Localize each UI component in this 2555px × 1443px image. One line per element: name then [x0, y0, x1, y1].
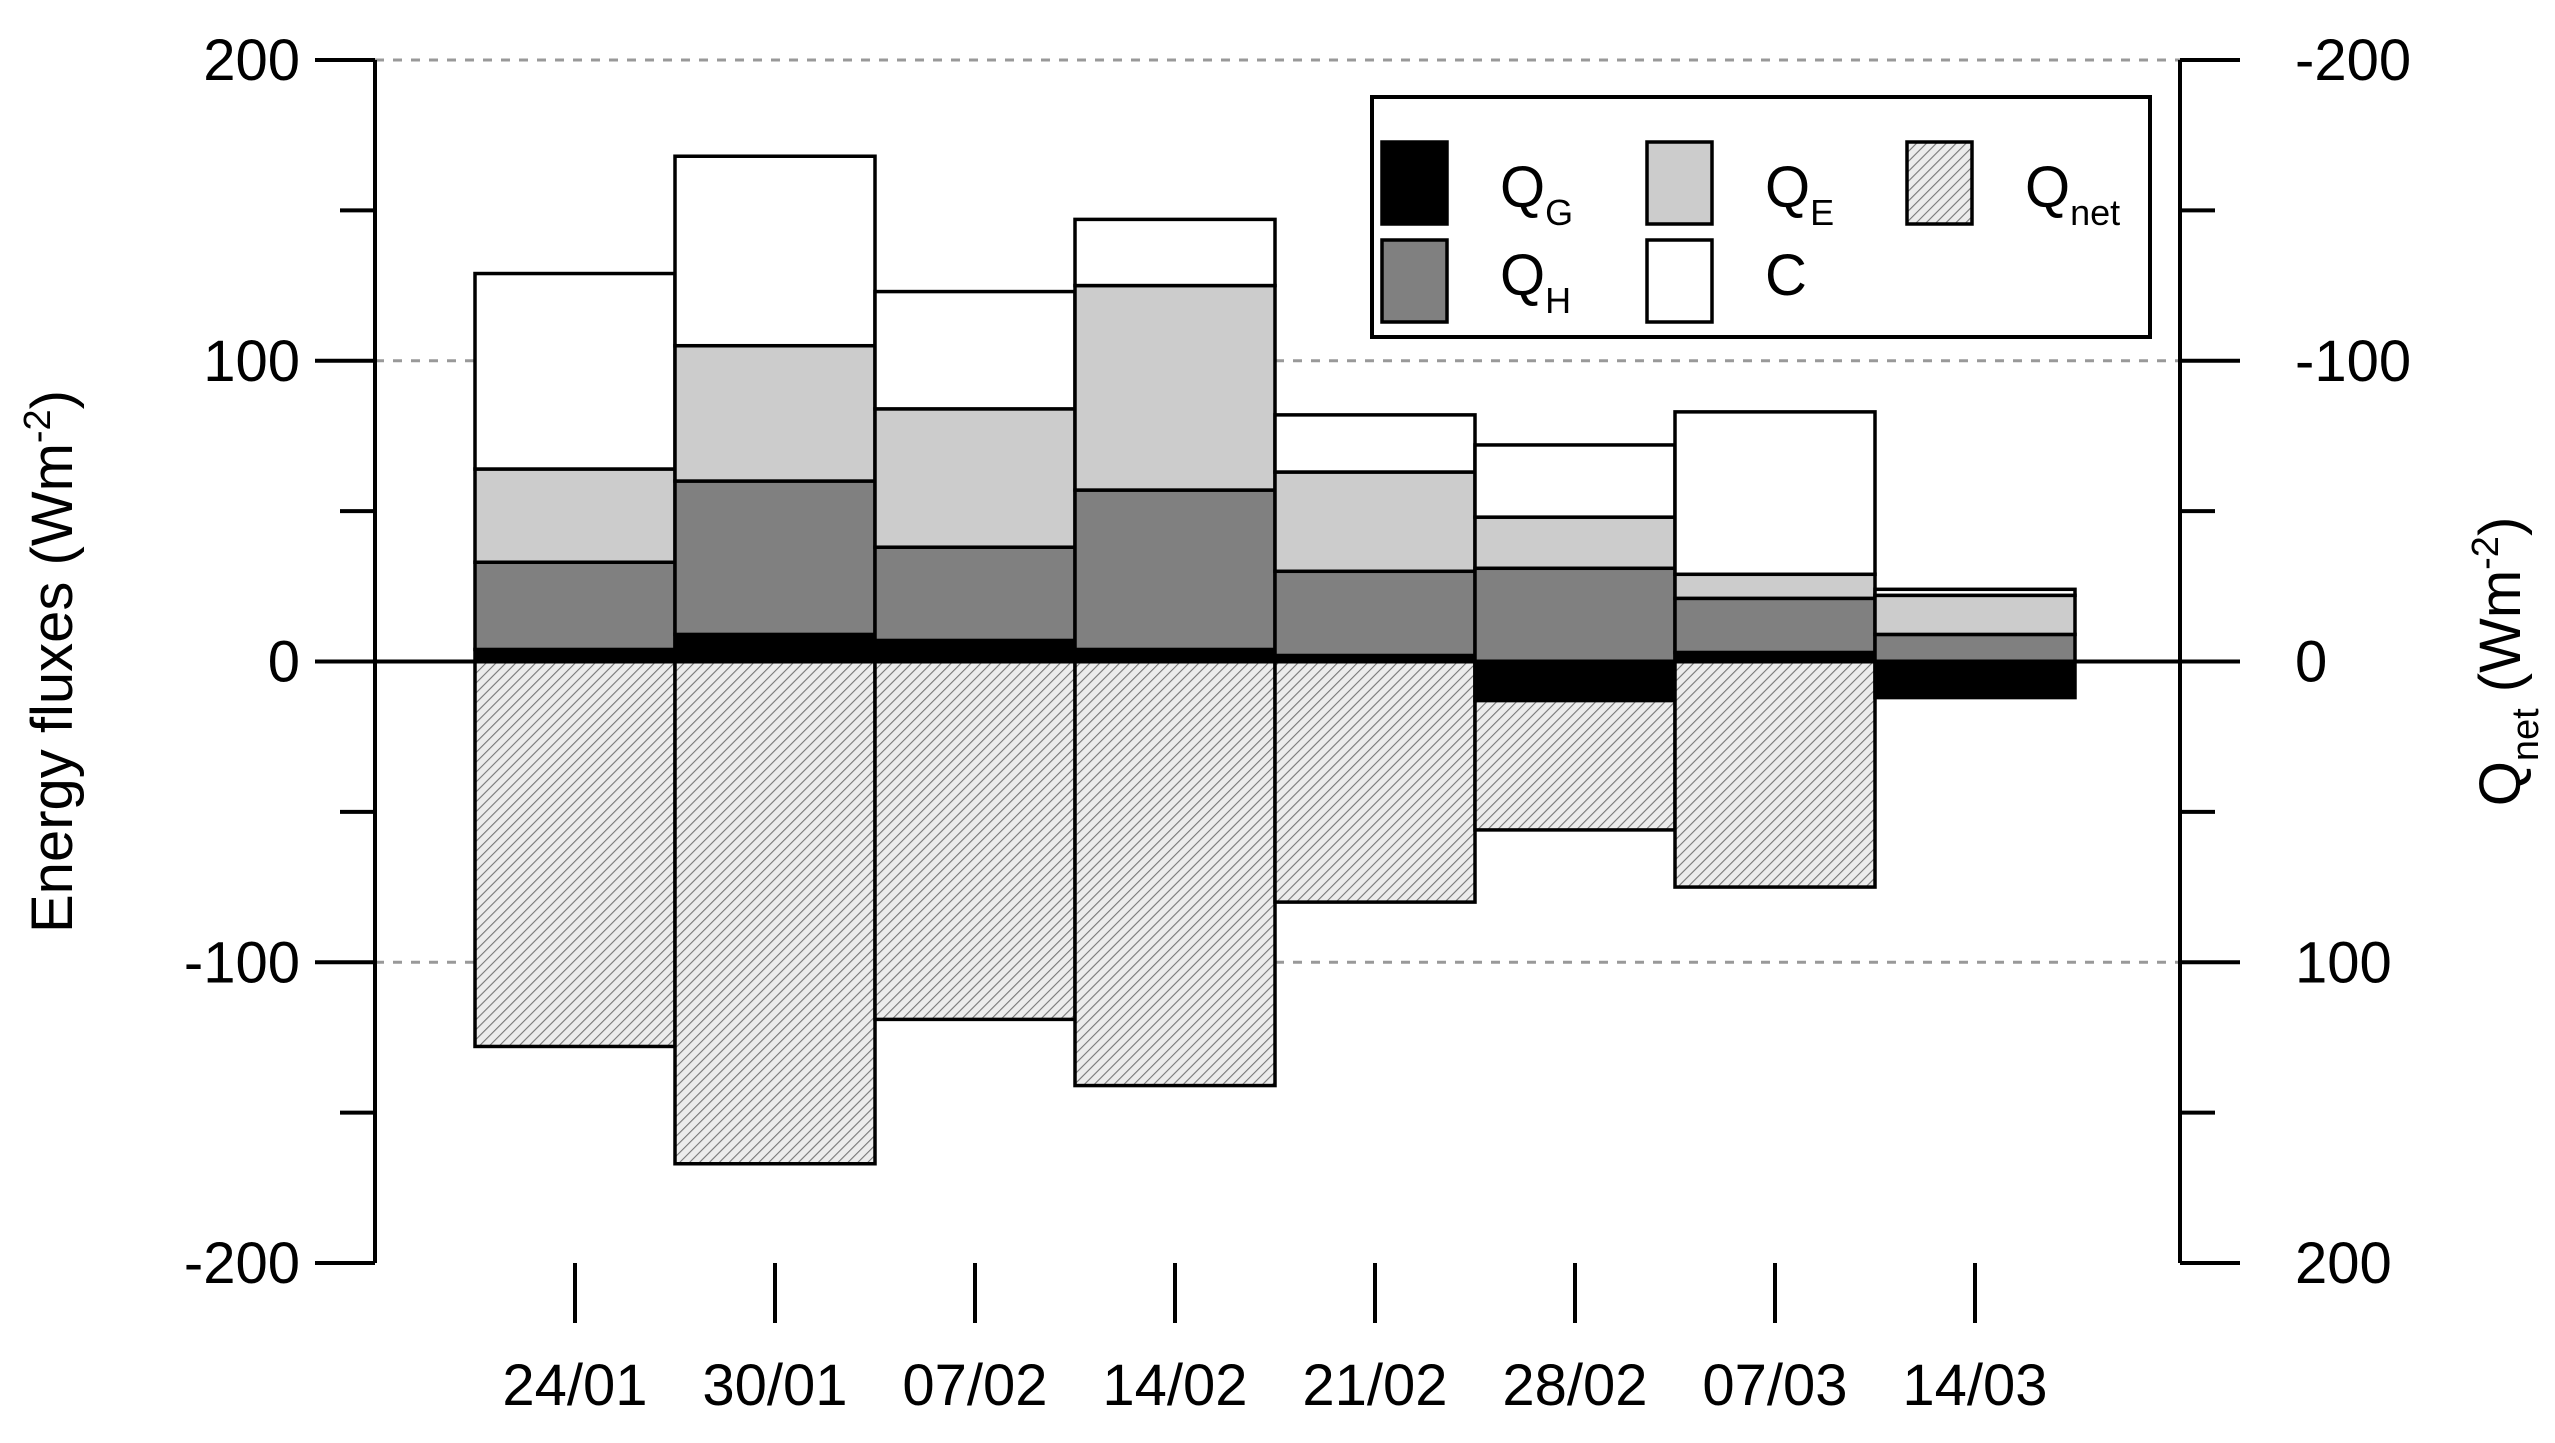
- bar-qh-24-01: [473, 560, 677, 652]
- legend-label-qg: QG: [1500, 155, 1573, 233]
- x-tick-label: 14/03: [1902, 1353, 2047, 1418]
- y-tick-label-right: 0: [2295, 630, 2327, 695]
- bar-c-14-03: [1873, 587, 2077, 598]
- bar-qnet-21-02: [1273, 659, 1477, 904]
- legend: QG QE Qnet QH C: [1370, 95, 2152, 339]
- x-tick-label: 28/02: [1502, 1353, 1647, 1418]
- bar-qh-30-01: [673, 479, 877, 637]
- bar-qe-07-03: [1673, 572, 1877, 601]
- bar-c-21-02: [1273, 413, 1477, 474]
- bar-c-30-01: [673, 154, 877, 348]
- legend-swatch-qh: [1380, 238, 1449, 324]
- bar-qh-14-02: [1073, 488, 1277, 652]
- y-tick-label-right: -100: [2295, 329, 2411, 394]
- bar-qh-21-02: [1273, 569, 1477, 658]
- legend-swatch-qg: [1380, 140, 1449, 226]
- bar-c-28-02: [1473, 443, 1677, 519]
- legend-swatch-qnet: [1905, 140, 1974, 226]
- bar-qg-28-02: [1473, 659, 1677, 703]
- y-tick-label-left: 200: [203, 28, 300, 93]
- bar-c-24-01: [473, 271, 677, 471]
- bar-qe-24-01: [473, 467, 677, 565]
- bar-qg-07-02: [873, 638, 1077, 664]
- bar-qe-07-02: [873, 407, 1077, 549]
- y-tick-label-left: 0: [268, 630, 300, 695]
- bar-qnet-30-01: [673, 659, 877, 1166]
- legend-label-qe: QE: [1765, 155, 1834, 233]
- bar-c-07-03: [1673, 410, 1877, 577]
- bar-qnet-24-01: [473, 659, 677, 1049]
- bar-qe-14-03: [1873, 593, 2077, 637]
- x-tick-label: 07/02: [902, 1353, 1047, 1418]
- bar-qe-30-01: [673, 343, 877, 483]
- x-tick-label: 14/02: [1102, 1353, 1247, 1418]
- bar-qe-21-02: [1273, 470, 1477, 574]
- x-tick-label: 21/02: [1302, 1353, 1447, 1418]
- bar-qnet-07-02: [873, 659, 1077, 1022]
- bar-qg-30-01: [673, 632, 877, 664]
- y-tick-label-right: 100: [2295, 930, 2392, 995]
- bar-c-14-02: [1073, 217, 1277, 288]
- x-tick-label: 07/03: [1702, 1353, 1847, 1418]
- bar-qe-28-02: [1473, 515, 1677, 571]
- gridlines: [375, 58, 2180, 964]
- legend-swatch-qe: [1645, 140, 1714, 226]
- y-axis-title-right: Qnet (Wm-2): [2465, 517, 2547, 807]
- y-axis-title-left: Energy fluxes (Wm-2): [17, 390, 85, 933]
- bar-qh-14-03: [1873, 632, 2077, 664]
- bar-qnet-07-03: [1673, 659, 1877, 889]
- legend-label-qnet: Qnet: [2025, 155, 2120, 233]
- bar-qg-14-03: [1873, 659, 2077, 700]
- x-tick-label: 30/01: [702, 1353, 847, 1418]
- x-tick-label: 24/01: [502, 1353, 647, 1418]
- bar-qnet-14-02: [1073, 659, 1277, 1088]
- y-tick-label-left: 100: [203, 329, 300, 394]
- legend-swatch-c: [1645, 238, 1714, 324]
- y-tick-label-left: -200: [184, 1231, 300, 1296]
- bar-qh-28-02: [1473, 566, 1677, 664]
- legend-label-c: C: [1765, 243, 1807, 308]
- axes: 24/01 30/01 07/02 14/02 21/02 28/02 07/03 14/03…: [184, 28, 2411, 1418]
- legend-box: [1370, 95, 2152, 339]
- y-tick-label-left: -100: [184, 930, 300, 995]
- bar-qh-07-02: [873, 545, 1077, 643]
- bar-qe-14-02: [1073, 283, 1277, 492]
- bar-c-07-02: [873, 289, 1077, 411]
- bars: [473, 154, 2077, 1166]
- bar-qh-07-03: [1673, 596, 1877, 655]
- y-tick-label-right: 200: [2295, 1231, 2392, 1296]
- axis-titles: Energy fluxes (Wm-2) Qnet (Wm-2): [17, 390, 2547, 933]
- y-tick-label-right: -200: [2295, 28, 2411, 93]
- legend-label-qh: QH: [1500, 243, 1571, 321]
